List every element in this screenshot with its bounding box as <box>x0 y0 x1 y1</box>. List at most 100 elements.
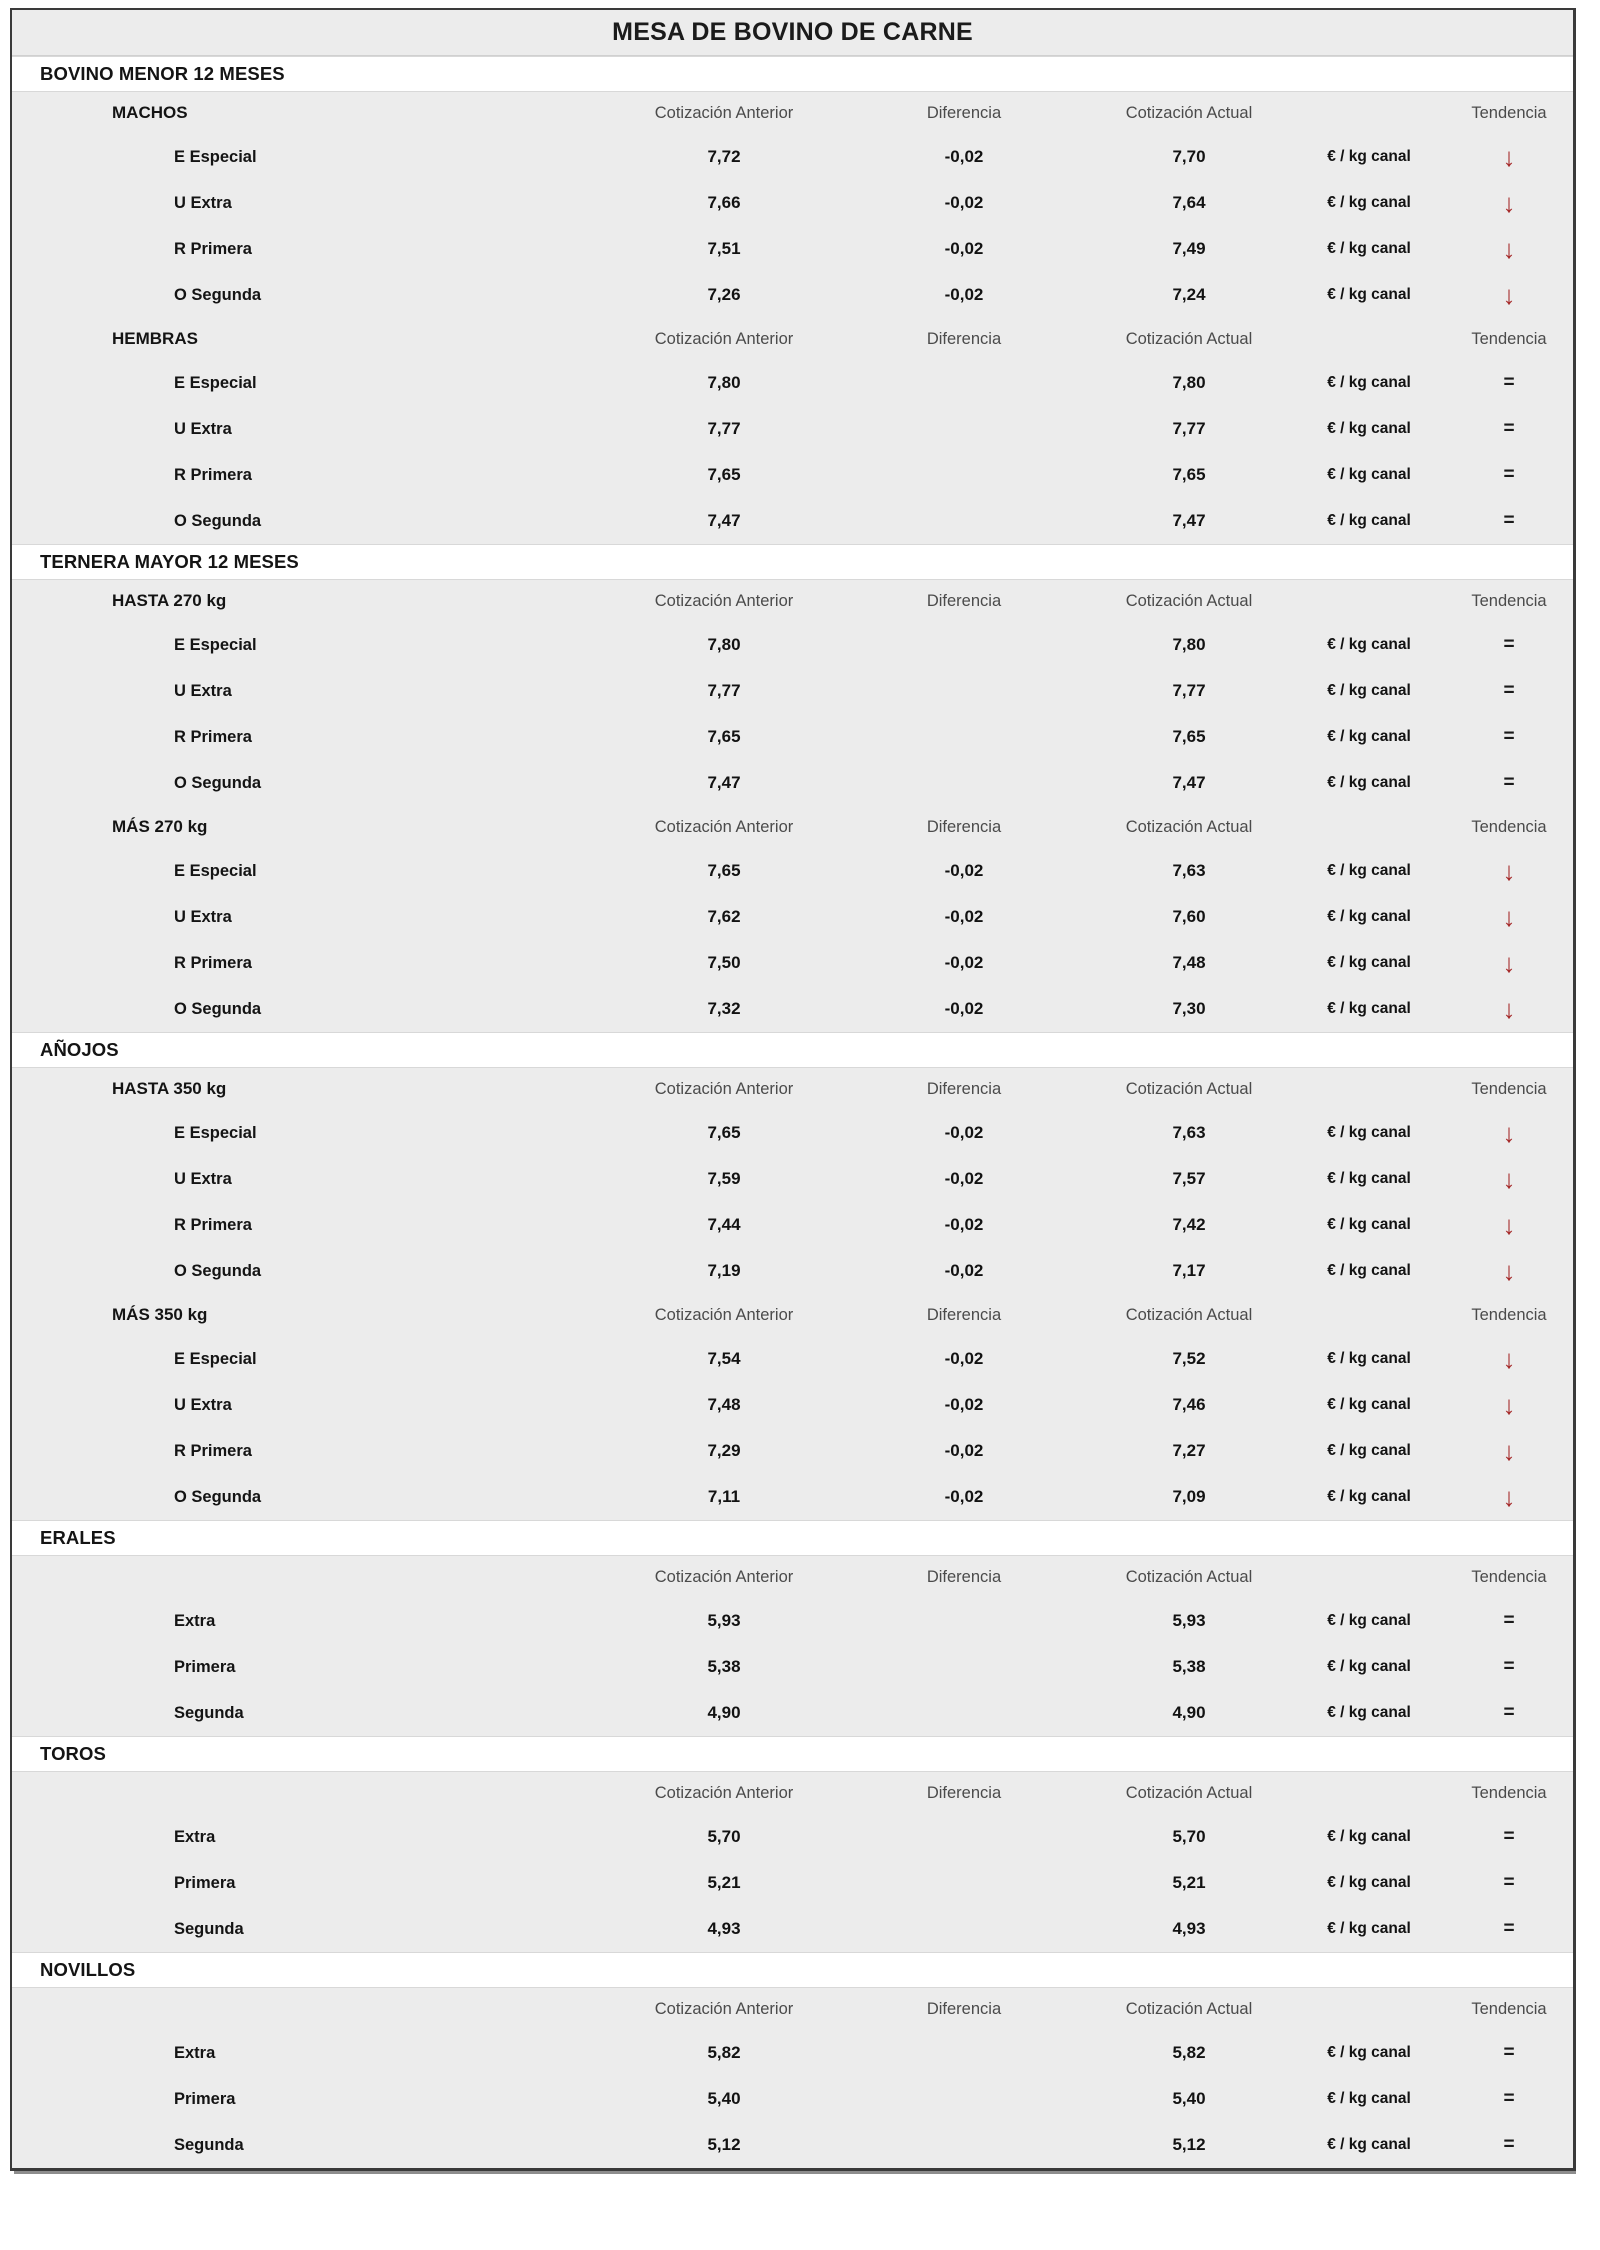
row-label: Primera <box>174 2089 236 2108</box>
cell-current-price: 7,48 <box>1172 953 1206 972</box>
cell-trend: ↓ <box>1444 1258 1574 1285</box>
row-label: R Primera <box>174 239 252 258</box>
row-label: R Primera <box>174 1215 252 1234</box>
table-row: O Segunda 7,26 -0,02 7,24 € / kg canal ↓ <box>12 272 1573 318</box>
table-row: U Extra 7,66 -0,02 7,64 € / kg canal ↓ <box>12 180 1573 226</box>
column-header-difference: Diferencia <box>926 103 1002 122</box>
cell-previous-price: 7,32 <box>707 999 741 1018</box>
row-label: E Especial <box>174 1349 257 1368</box>
equals-icon: = <box>1503 680 1515 701</box>
table-row: Extra 5,70 5,70 € / kg canal = <box>12 1814 1573 1860</box>
cell-previous-price: 7,80 <box>707 635 741 654</box>
cell-difference: -0,02 <box>944 1441 984 1460</box>
cell-unit: € / kg canal <box>1327 466 1411 483</box>
equals-icon: = <box>1503 726 1515 747</box>
arrow-down-icon: ↓ <box>1502 1209 1516 1240</box>
cell-current-price: 7,52 <box>1172 1349 1206 1368</box>
arrow-down-icon: ↓ <box>1502 1389 1516 1420</box>
column-header-current: Cotización Actual <box>1125 591 1253 610</box>
arrow-down-icon: ↓ <box>1502 279 1516 310</box>
cell-unit: € / kg canal <box>1327 774 1411 791</box>
row-label: R Primera <box>174 465 252 484</box>
cell-trend: ↓ <box>1444 236 1574 263</box>
cell-trend: ↓ <box>1444 282 1574 309</box>
row-label: U Extra <box>174 681 232 700</box>
table-row: Segunda 5,12 5,12 € / kg canal = <box>12 2122 1573 2168</box>
cell-difference: -0,02 <box>944 861 984 880</box>
cell-unit: € / kg canal <box>1327 728 1411 745</box>
column-header-difference: Diferencia <box>926 1783 1002 1802</box>
price-table-panel: MESA DE BOVINO DE CARNE BOVINO MENOR 12 … <box>10 8 1576 2174</box>
cell-current-price: 5,40 <box>1172 2089 1206 2108</box>
column-header-trend: Tendencia <box>1471 329 1547 348</box>
cell-previous-price: 7,54 <box>707 1349 741 1368</box>
cell-current-price: 7,27 <box>1172 1441 1206 1460</box>
group-name: HASTA 350 kg <box>112 1079 227 1098</box>
column-header-previous: Cotización Anterior <box>654 103 794 122</box>
cell-unit: € / kg canal <box>1327 148 1411 165</box>
cell-current-price: 7,47 <box>1172 773 1206 792</box>
cell-difference: -0,02 <box>944 1261 984 1280</box>
section-header: NOVILLOS <box>12 1952 1573 1988</box>
cell-previous-price: 7,77 <box>707 419 741 438</box>
cell-current-price: 7,49 <box>1172 239 1206 258</box>
cell-trend: = <box>1444 419 1574 439</box>
table-row: E Especial 7,65 -0,02 7,63 € / kg canal ↓ <box>12 848 1573 894</box>
row-label: O Segunda <box>174 1487 262 1506</box>
cell-current-price: 7,24 <box>1172 285 1206 304</box>
table-row: E Especial 7,65 -0,02 7,63 € / kg canal ↓ <box>12 1110 1573 1156</box>
cell-unit: € / kg canal <box>1327 420 1411 437</box>
table-row: E Especial 7,54 -0,02 7,52 € / kg canal ↓ <box>12 1336 1573 1382</box>
cell-unit: € / kg canal <box>1327 194 1411 211</box>
cell-difference: -0,02 <box>944 1349 984 1368</box>
cell-difference: -0,02 <box>944 953 984 972</box>
section-body: MACHOS Cotización Anterior Diferencia Cotiz… <box>12 92 1573 544</box>
cell-current-price: 7,63 <box>1172 861 1206 880</box>
row-label: O Segunda <box>174 511 262 530</box>
cell-previous-price: 4,90 <box>707 1703 741 1722</box>
cell-previous-price: 7,26 <box>707 285 741 304</box>
arrow-down-icon: ↓ <box>1502 855 1516 886</box>
cell-current-price: 5,70 <box>1172 1827 1206 1846</box>
cell-previous-price: 7,77 <box>707 681 741 700</box>
cell-difference: -0,02 <box>944 193 984 212</box>
cell-unit: € / kg canal <box>1327 1442 1411 1459</box>
column-header-previous: Cotización Anterior <box>654 1783 794 1802</box>
cell-trend: = <box>1444 681 1574 701</box>
column-header-difference: Diferencia <box>926 817 1002 836</box>
equals-icon: = <box>1503 464 1515 485</box>
column-header-trend: Tendencia <box>1471 1305 1547 1324</box>
table-row: E Especial 7,72 -0,02 7,70 € / kg canal ↓ <box>12 134 1573 180</box>
cell-difference: -0,02 <box>944 1123 984 1142</box>
cell-previous-price: 5,38 <box>707 1657 741 1676</box>
table-row: U Extra 7,62 -0,02 7,60 € / kg canal ↓ <box>12 894 1573 940</box>
cell-trend: = <box>1444 1657 1574 1677</box>
row-label: Primera <box>174 1873 236 1892</box>
cell-previous-price: 7,72 <box>707 147 741 166</box>
panel-title-bar: MESA DE BOVINO DE CARNE <box>12 10 1573 56</box>
column-header-previous: Cotización Anterior <box>654 1567 794 1586</box>
cell-current-price: 5,38 <box>1172 1657 1206 1676</box>
row-label: O Segunda <box>174 773 262 792</box>
cell-unit: € / kg canal <box>1327 1704 1411 1721</box>
column-header-trend: Tendencia <box>1471 817 1547 836</box>
cell-trend: = <box>1444 773 1574 793</box>
column-header-previous: Cotización Anterior <box>654 591 794 610</box>
cell-unit: € / kg canal <box>1327 1920 1411 1937</box>
group-header-row: MÁS 270 kg Cotización Anterior Diferencia C… <box>12 806 1573 848</box>
table-row: U Extra 7,77 7,77 € / kg canal = <box>12 668 1573 714</box>
cell-current-price: 4,90 <box>1172 1703 1206 1722</box>
equals-icon: = <box>1503 1872 1515 1893</box>
cell-trend: = <box>1444 635 1574 655</box>
column-header-previous: Cotización Anterior <box>654 329 794 348</box>
row-label: O Segunda <box>174 285 262 304</box>
row-label: O Segunda <box>174 1261 262 1280</box>
column-header-difference: Diferencia <box>926 591 1002 610</box>
row-label: E Especial <box>174 373 257 392</box>
arrow-down-icon: ↓ <box>1502 1163 1516 1194</box>
cell-unit: € / kg canal <box>1327 1612 1411 1629</box>
row-label: U Extra <box>174 907 232 926</box>
arrow-down-icon: ↓ <box>1502 187 1516 218</box>
equals-icon: = <box>1503 634 1515 655</box>
